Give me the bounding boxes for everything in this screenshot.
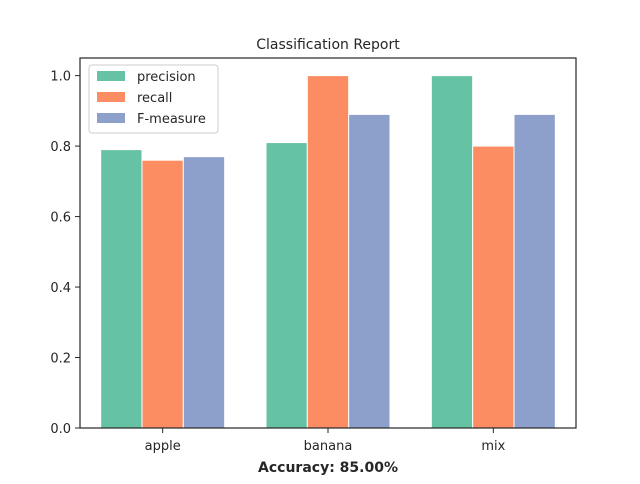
chart-title: Classification Report bbox=[256, 37, 400, 53]
x-axis-label: Accuracy: 85.00% bbox=[258, 460, 398, 476]
y-tick-label: 0.2 bbox=[50, 352, 71, 367]
bar-f-measure-mix bbox=[513, 113, 556, 429]
bars-group bbox=[100, 75, 556, 429]
legend-swatch-recall bbox=[97, 92, 125, 102]
x-tick-label-banana: banana bbox=[304, 439, 353, 454]
bar-recall-apple bbox=[141, 159, 184, 429]
bar-precision-mix bbox=[430, 75, 474, 429]
bar-precision-apple bbox=[100, 149, 143, 429]
bar-recall-mix bbox=[472, 145, 515, 429]
legend-swatch-precision bbox=[97, 71, 125, 81]
bar-precision-banana bbox=[265, 142, 308, 429]
y-axis: 0.0 0.2 0.4 0.6 0.8 1.0 bbox=[50, 70, 80, 437]
legend-label-recall: recall bbox=[137, 91, 172, 106]
legend-label-precision: precision bbox=[137, 70, 196, 85]
y-tick-label: 1.0 bbox=[50, 70, 71, 85]
y-tick-label: 0.0 bbox=[50, 422, 71, 437]
x-tick-label-mix: mix bbox=[481, 439, 505, 454]
y-tick-label: 0.4 bbox=[50, 281, 71, 296]
legend-label-f-measure: F-measure bbox=[137, 112, 206, 127]
y-tick-label: 0.8 bbox=[50, 140, 71, 155]
bar-f-measure-banana bbox=[348, 113, 391, 429]
x-tick-label-apple: apple bbox=[145, 439, 181, 454]
bar-f-measure-apple bbox=[182, 156, 226, 429]
x-axis: apple banana mix bbox=[145, 428, 506, 454]
legend-swatch-f-measure bbox=[97, 113, 125, 123]
bar-recall-banana bbox=[306, 75, 350, 429]
plot-frame bbox=[79, 57, 577, 429]
legend: precision recall F-measure bbox=[88, 64, 219, 134]
y-tick-label: 0.6 bbox=[50, 211, 71, 226]
